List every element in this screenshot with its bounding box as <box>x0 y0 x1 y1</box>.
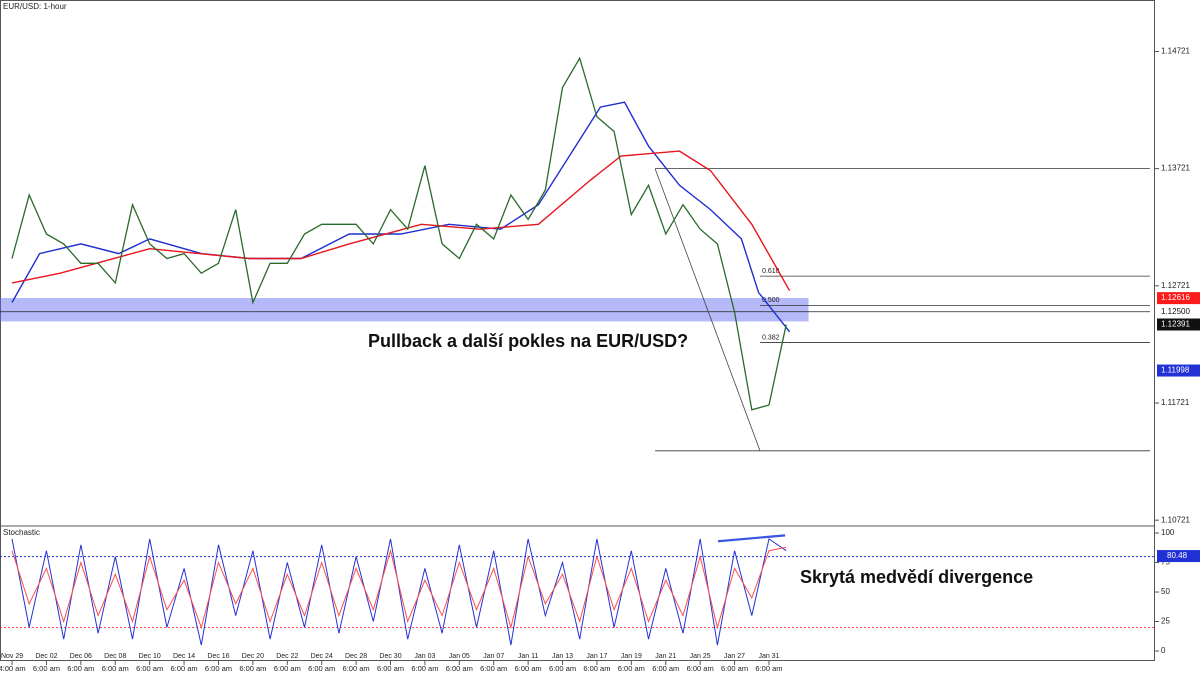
frame <box>0 0 1155 661</box>
chart-title: EUR/USD: 1-hour <box>3 2 67 11</box>
y-tick-label: 25 <box>1161 617 1170 626</box>
x-tick-sublabel: 6:00 am <box>480 664 507 673</box>
stoch-tag-label: 80.48 <box>1167 551 1188 560</box>
x-tick-label: Dec 22 <box>276 653 298 660</box>
x-tick-sublabel: 6:00 am <box>136 664 163 673</box>
x-tick-label: Jan 13 <box>552 653 573 660</box>
divergence-line <box>717 534 786 543</box>
stoch-tag <box>1157 550 1200 563</box>
x-tick-sublabel: 6:00 am <box>652 664 679 673</box>
x-tick-sublabel: 6:00 am <box>308 664 335 673</box>
y-tick-label: 0 <box>1161 646 1166 655</box>
price-tag-label: 1.12500 <box>1161 307 1190 316</box>
y-tick-label: 75 <box>1161 558 1170 567</box>
y-tick-label: 1.13721 <box>1161 164 1190 173</box>
x-tick-label: Jan 03 <box>414 653 435 660</box>
x-tick-label: Jan 21 <box>655 653 676 660</box>
y-tick-label: 1.11721 <box>1161 398 1190 407</box>
x-tick-sublabel: 6:00 am <box>239 664 266 673</box>
price-tag-label: 1.11998 <box>1161 366 1190 375</box>
x-tick-label: Dec 30 <box>379 653 401 660</box>
x-tick-sublabel: 6:00 am <box>274 664 301 673</box>
price-tag-label: 1.12391 <box>1161 320 1190 329</box>
x-tick-label: Jan 07 <box>483 653 504 660</box>
y-tick-label: 1.10721 <box>1161 515 1190 524</box>
x-tick-label: Dec 06 <box>70 653 92 660</box>
x-tick-sublabel: 6:00 am <box>205 664 232 673</box>
x-tick-label: Dec 14 <box>173 653 195 660</box>
annotation: Skrytá medvědí divergence <box>800 567 1033 587</box>
x-tick-label: Jan 05 <box>449 653 470 660</box>
x-tick-label: Jan 25 <box>690 653 711 660</box>
fib-label: 0.382 <box>762 334 780 341</box>
y-tick-label: 100 <box>1161 528 1175 537</box>
y-tick-label: 1.14721 <box>1161 47 1190 56</box>
price-tag <box>1157 318 1200 331</box>
x-tick-sublabel: 6:00 am <box>549 664 576 673</box>
price-line <box>11 56 787 411</box>
x-tick-sublabel: 6:00 am <box>343 664 370 673</box>
y-tick-label: 1.12721 <box>1161 281 1190 290</box>
indicator-title: Stochastic <box>3 528 40 537</box>
x-tick-label: Dec 02 <box>35 653 57 660</box>
x-tick-sublabel: 6:00 am <box>171 664 198 673</box>
x-tick-sublabel: 6:00 am <box>33 664 60 673</box>
x-tick-sublabel: 6:00 am <box>721 664 748 673</box>
x-tick-sublabel: 6:00 am <box>377 664 404 673</box>
price-tag <box>1157 364 1200 377</box>
x-tick-label: Dec 08 <box>104 653 126 660</box>
fib-label: 0.618 <box>762 268 780 275</box>
x-tick-label: Jan 31 <box>758 653 779 660</box>
moving-average <box>11 150 791 292</box>
x-tick-sublabel: 6:00 am <box>755 664 782 673</box>
price-tag <box>1157 292 1200 305</box>
x-tick-label: Nov 29 <box>1 653 23 660</box>
x-tick-sublabel: 6:00 am <box>102 664 129 673</box>
y-tick-label: 50 <box>1161 587 1170 596</box>
price-tag <box>1157 305 1200 318</box>
x-tick-sublabel: 6:00 am <box>583 664 610 673</box>
x-tick-sublabel: 6:00 am <box>687 664 714 673</box>
x-tick-label: Dec 16 <box>207 653 229 660</box>
x-tick-sublabel: 6:00 am <box>446 664 473 673</box>
x-tick-label: Jan 27 <box>724 653 745 660</box>
fib-diagonal <box>654 168 761 451</box>
x-tick-label: Dec 28 <box>345 653 367 660</box>
x-tick-label: Jan 19 <box>621 653 642 660</box>
x-tick-label: Jan 17 <box>586 653 607 660</box>
x-tick-label: Dec 24 <box>311 653 333 660</box>
x-tick-sublabel: 6:00 am <box>618 664 645 673</box>
annotation: Pullback a další pokles na EUR/USD? <box>368 331 688 351</box>
x-tick-sublabel: 6:00 am <box>67 664 94 673</box>
x-tick-sublabel: 6:00 am <box>411 664 438 673</box>
x-tick-label: Jan 11 <box>518 653 539 660</box>
fib-label: 0.500 <box>762 297 780 304</box>
x-tick-sublabel: 6:00 am <box>515 664 542 673</box>
x-tick-sublabel: 4:00 am <box>0 664 26 673</box>
x-tick-label: Dec 10 <box>139 653 161 660</box>
price-tag-label: 1.12616 <box>1161 293 1190 302</box>
price-line <box>11 546 787 630</box>
x-tick-label: Dec 20 <box>242 653 264 660</box>
price-line <box>11 538 787 646</box>
support-zone <box>0 298 809 322</box>
